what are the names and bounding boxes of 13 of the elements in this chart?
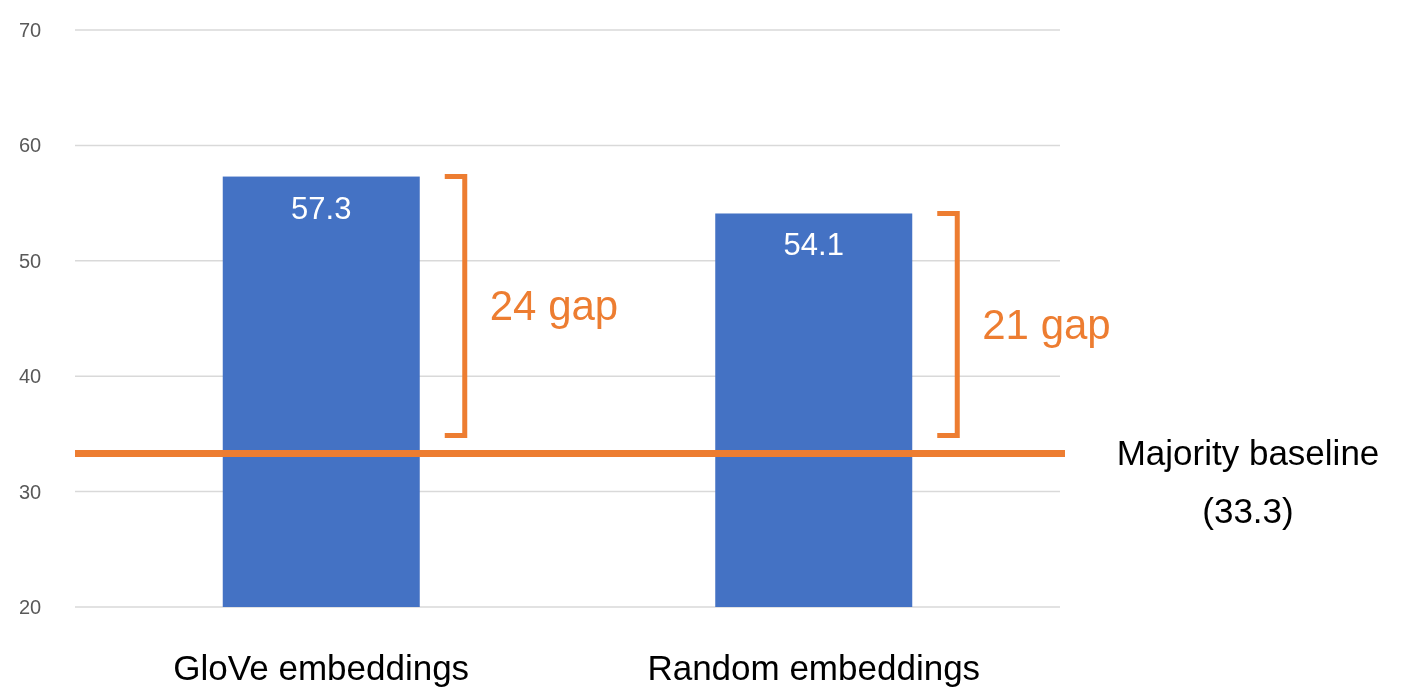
y-tick-label: 40 <box>18 365 42 388</box>
data-label: 57.3 <box>291 190 352 226</box>
y-tick-label: 20 <box>18 596 42 618</box>
ref-line-label: Majority baseline (33.3) <box>1116 432 1380 530</box>
data-label: 54.1 <box>783 227 844 263</box>
y-tick-label: 50 <box>18 249 42 272</box>
x-tick-label: GloVe embeddings <box>173 648 470 687</box>
y-tick-label: 60 <box>18 134 42 157</box>
annotation: 21 gap <box>982 300 1111 348</box>
x-tick-label: Random embeddings <box>647 648 981 687</box>
annotation: 24 gap <box>489 282 619 330</box>
y-tick-label: 70 <box>18 19 42 41</box>
y-tick-label: 30 <box>18 480 42 503</box>
